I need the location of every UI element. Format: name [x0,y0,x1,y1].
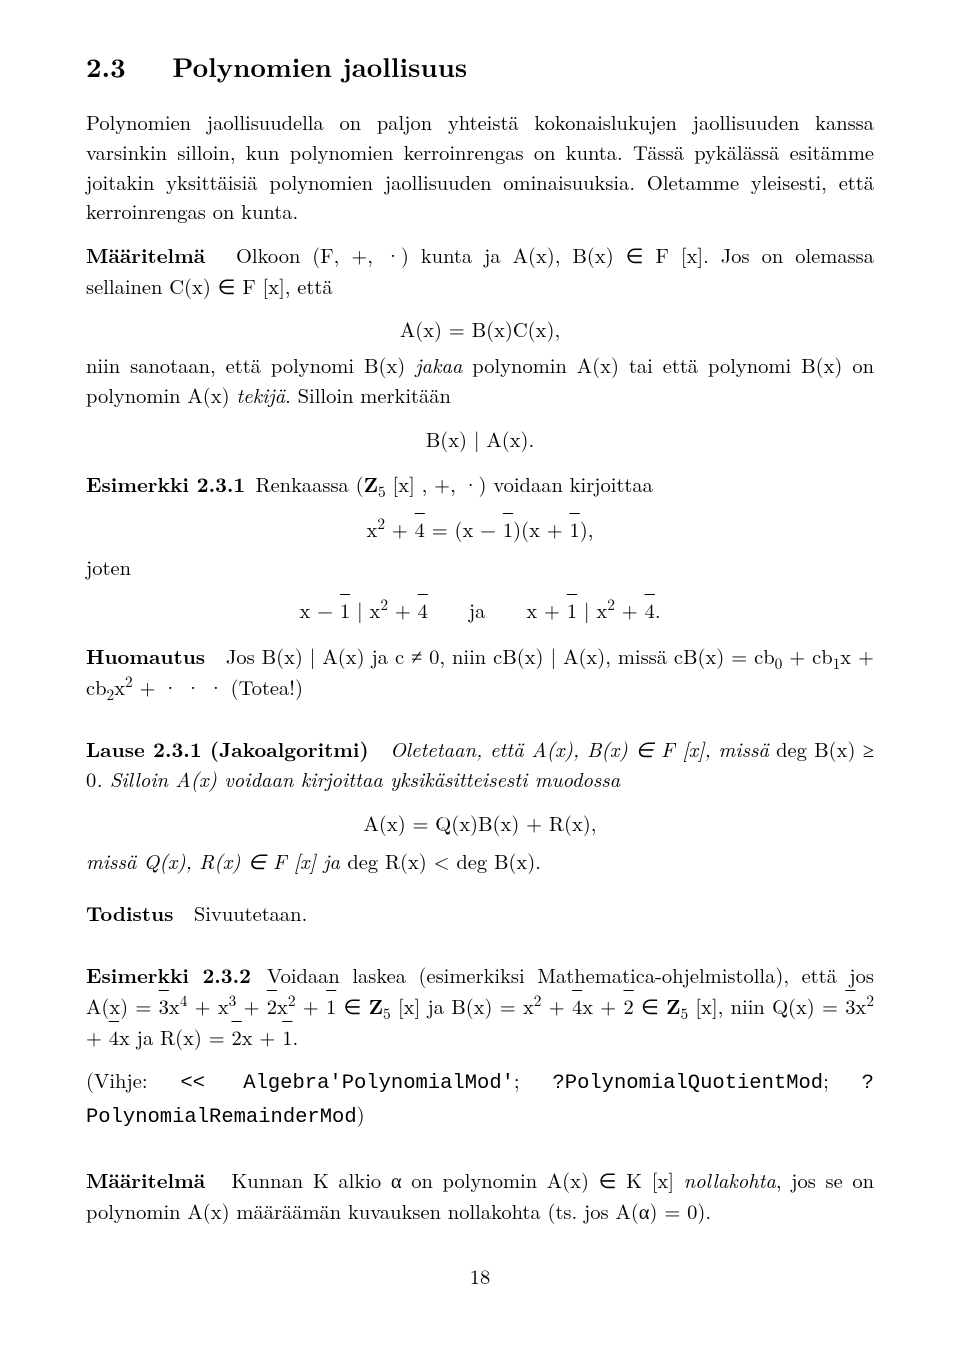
section-heading: Polynomien jaollisuus [172,46,467,85]
ex231-body: Renkaassa ( [255,469,363,498]
def1-tekija: tekijä [236,380,285,409]
lause-body-b: . Silloin A(x) voidaan kirjoittaa yksikä… [96,764,620,793]
example-label: Esimerkki 2.3.1 [86,470,245,499]
page-number: 18 [86,1261,874,1291]
hint-pre: (Vihje: [86,1065,180,1094]
lause-body-a: Oletetaan, että A(x), B(x) ∈ F [x], miss… [390,734,769,763]
intro-paragraph: Polynomien jaollisuudella on paljon yhte… [86,107,874,226]
proof: Todistus Sivuutetaan. [86,898,874,929]
equation-divides-notation: B(x) | A(x). [86,424,874,454]
remark: Huomautus Jos B(x) | A(x) ja c ≠ 0, niin… [86,641,874,701]
def2-a: Kunnan K alkio α on polynomin A(x) ∈ K [… [231,1165,683,1194]
ex232-niin: , niin Q(x) = [718,991,846,1020]
equation-divides: A(x) = B(x)C(x), [86,314,874,344]
section-title: 2.3 Polynomien jaollisuus [86,46,874,85]
huom-d: x [114,672,125,701]
example-2-3-1: Esimerkki 2.3.1 Renkaassa (Z5 [x] , +, ·… [86,469,874,500]
def2-nollakohta: nollakohta [684,1165,776,1194]
definition-1-pre: Olkoon (F, +, ·) kunta ja A(x), B(x) ∈ F… [86,240,874,300]
sup-2: 2 [125,671,133,692]
lause-body-c: missä Q(x), R(x) ∈ F [x] ja [86,846,347,875]
definition-2-label: Määritelmä [86,1166,205,1195]
lause-body-d: deg R(x) < deg B(x). [347,846,541,875]
section-number: 2.3 [86,46,126,85]
ex232-mid1: [x] ja B(x) = x [391,991,534,1020]
def1-post-pre: niin sanotaan, että polynomi B(x) [86,350,415,379]
def1-jakaa: jakaa [415,350,462,379]
ring-sub: 5 [378,481,386,502]
definition-label: Määritelmä [86,241,205,270]
huom-a: Jos B(x) | A(x) ja c ≠ 0, niin cB(x) | A… [226,641,775,670]
theorem-label: Lause 2.3.1 (Jakoalgoritmi) [86,735,369,764]
definition-1-post: niin sanotaan, että polynomi B(x) jakaa … [86,350,874,409]
example-2-3-2-hint: (Vihje: << Algebra'PolynomialMod'; ?Poly… [86,1065,874,1132]
code-1: << Algebra'PolynomialMod' [180,1072,514,1095]
ex231-body2: [x] , +, ·) voidaan kirjoittaa [386,469,653,498]
definition-1: Määritelmä Olkoon (F, +, ·) kunta ja A(x… [86,240,874,300]
ex232-jaR: ja R(x) = [130,1022,232,1051]
joten-label: joten [86,552,874,582]
code-2: ?PolynomialQuotientMod [552,1072,823,1095]
definition-2: Määritelmä Kunnan K alkio α on polynomin… [86,1165,874,1225]
eq-text: x2 + 4 = (x − 1)(x + 1), [367,514,594,543]
equation-factorization: x2 + 4 = (x − 1)(x + 1), [86,514,874,544]
remark-label: Huomautus [86,642,205,671]
hint-sep1: ; [514,1065,553,1094]
equation-division-algorithm: A(x) = Q(x)B(x) + R(x), [86,808,874,838]
huom-e: + · · · (Totea!) [133,672,303,701]
example-label-2: Esimerkki 2.3.2 [86,961,251,990]
theorem-2-3-1-tail: missä Q(x), R(x) ∈ F [x] ja deg R(x) < d… [86,846,874,876]
example-2-3-2: Esimerkki 2.3.2 Voidaan laskea (esimerki… [86,960,874,1051]
proof-body: Sivuutetaan. [194,898,307,927]
huom-b: + cb [782,641,832,670]
hint-sep2: ; [823,1065,862,1094]
theorem-2-3-1: Lause 2.3.1 (Jakoalgoritmi) Oletetaan, e… [86,734,874,794]
ring-symbol: Z [364,470,378,499]
eq-text: x − 1 | x2 + 4 ja x + 1 | x2 + 4. [299,595,660,624]
def1-post-end: . Silloin merkitään [285,380,451,409]
proof-label: Todistus [86,899,173,928]
hint-post: ) [357,1099,365,1128]
equation-divides-pair: x − 1 | x2 + 4 ja x + 1 | x2 + 4. [86,595,874,625]
